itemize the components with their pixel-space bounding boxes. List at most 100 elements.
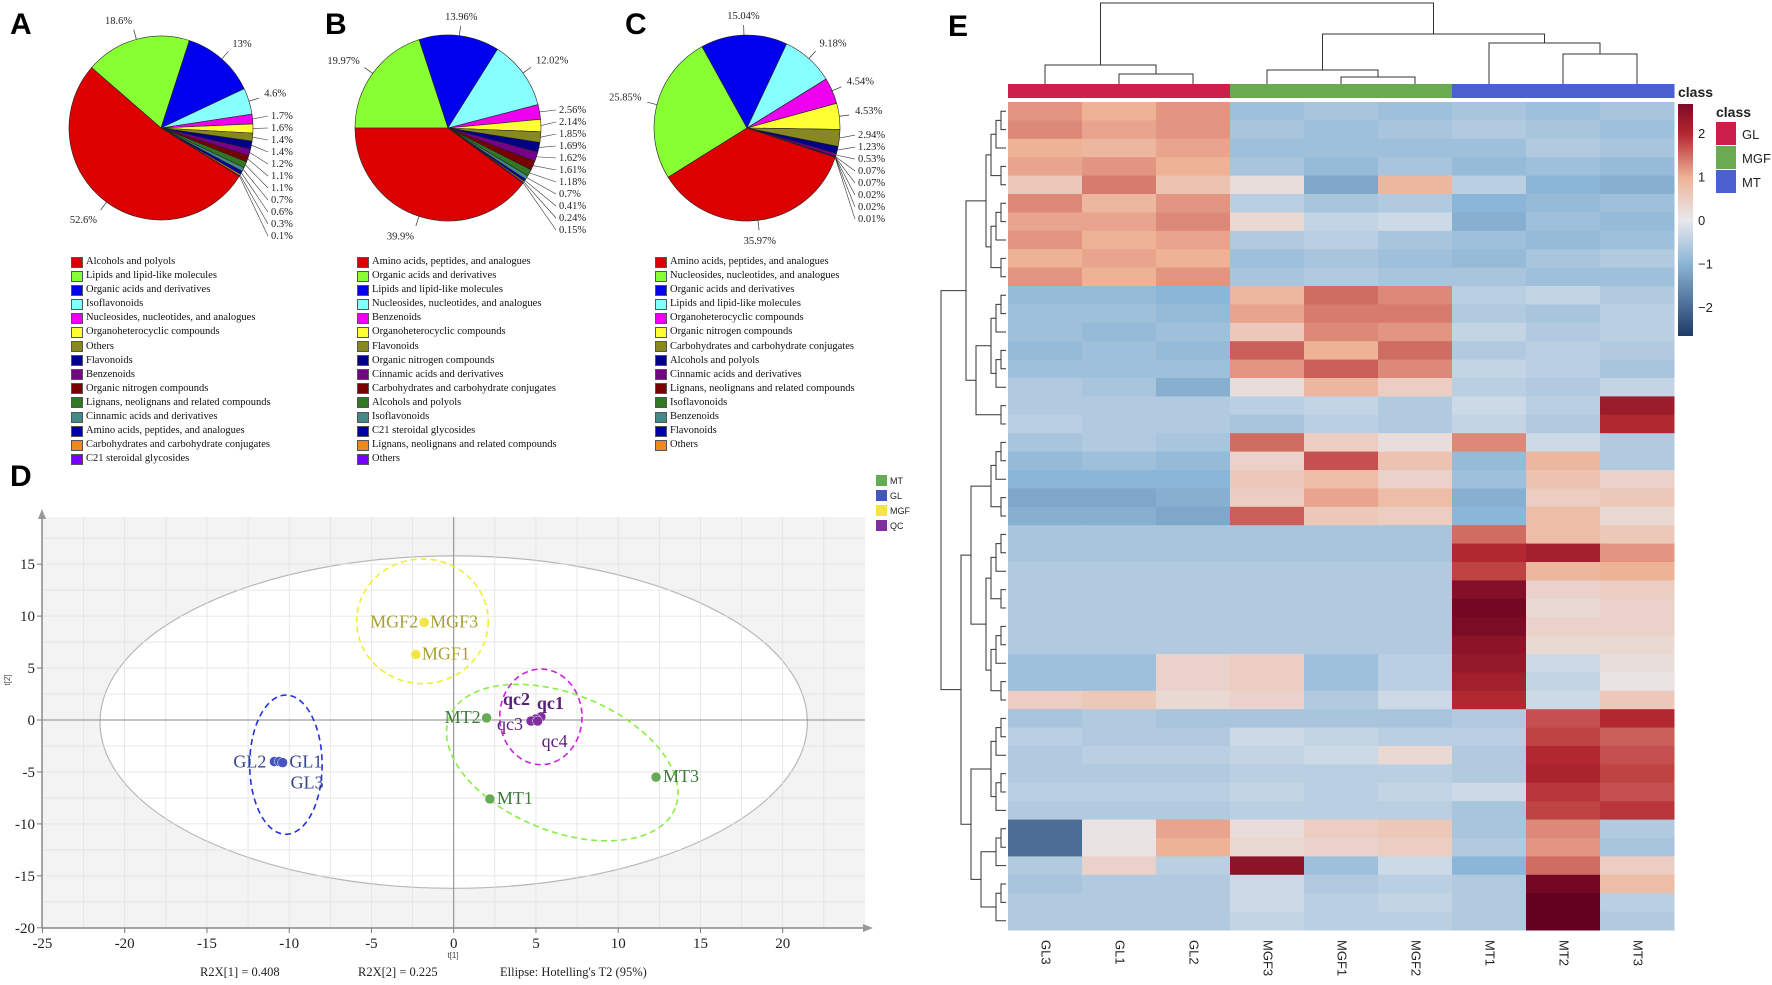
legend-item: Nucleosides, nucleotides, and analogues (357, 297, 557, 311)
pie-leader-line (835, 156, 856, 172)
heatmap-cell (1008, 801, 1083, 821)
legend-label: Nucleosides, nucleotides, and analogues (372, 298, 542, 310)
class-bar-cell (1526, 84, 1601, 98)
pca-score-plot: -25 -20 -15 -10 -5 0 5 10 15 20-20-15-10-5051015t… (3, 509, 873, 979)
legend-swatch (876, 490, 887, 501)
heatmap-cell (1230, 617, 1305, 637)
heatmap-cell (1082, 635, 1157, 655)
heatmap-cell (1082, 911, 1157, 931)
legend-item: Others (655, 438, 855, 452)
pie-c-legend: Amino acids, peptides, and analogues Nucl… (655, 255, 855, 452)
heatmap-cell (1526, 764, 1601, 784)
legend-swatch (71, 270, 83, 282)
pie-value-label: 0.7% (559, 189, 581, 200)
heatmap-cell (1526, 341, 1601, 361)
heatmap-cell (1452, 414, 1527, 434)
heatmap-cell (1378, 322, 1453, 342)
legend-item: Lignans, neolignans and related compound… (357, 438, 557, 452)
legend-label: QC (890, 521, 904, 531)
heatmap-cell (1526, 194, 1601, 213)
score-point-mt1 (484, 793, 496, 805)
heatmap-cell (1526, 286, 1601, 305)
heatmap-cell (1156, 727, 1231, 747)
legend-label: Lipids and lipid-like molecules (670, 298, 801, 310)
pie-leader-line (459, 25, 461, 36)
heatmap-cell (1526, 856, 1601, 876)
heatmap-cell (1082, 359, 1157, 379)
pie-leader-line (536, 156, 557, 159)
panel-label-e: E (948, 10, 969, 43)
legend-label: Alcohols and polyols (86, 256, 176, 267)
dendrogram-branch (1000, 717, 1006, 738)
colorbar-tick-label: 2 (1698, 126, 1705, 141)
heatmap-cell (1600, 322, 1675, 342)
heatmap-cell (1526, 488, 1601, 508)
pie-value-label: 1.85% (559, 129, 586, 140)
legend-item: Benzenoids (655, 410, 855, 424)
heatmap-cell (1230, 506, 1305, 526)
heatmap-cell (1008, 194, 1083, 213)
legend-label: Organic nitrogen compounds (670, 326, 793, 338)
heatmap-cell (1082, 341, 1157, 361)
heatmap-cell (1378, 433, 1453, 453)
heatmap-cell (1008, 709, 1083, 729)
heatmap-cell (1304, 212, 1379, 232)
heatmap-cell (1082, 562, 1157, 581)
heatmap-cell (1008, 212, 1083, 232)
dendrogram-branch (975, 345, 1001, 416)
heatmap-cell (1156, 635, 1231, 655)
heatmap-cell (1526, 690, 1601, 710)
legend-item: Amino acids, peptides, and analogues (357, 255, 557, 269)
pie-b-legend: Amino acids, peptides, and analogues Orga… (357, 255, 557, 466)
pie-value-label: 18.6% (105, 16, 132, 27)
class-legend-label: MGF (1742, 151, 1771, 166)
heatmap-cell (1378, 378, 1453, 397)
legend-swatch (71, 425, 83, 437)
heatmap-cell (1452, 911, 1527, 931)
pie-leader-line (249, 152, 269, 165)
pie-leader-line (808, 50, 816, 59)
heatmap-cell (1526, 304, 1601, 324)
y-tick-label: -20 (15, 921, 35, 937)
heatmap-cell (1008, 120, 1083, 140)
heatmap-cell (1304, 194, 1379, 213)
heatmap-cell (1526, 727, 1601, 747)
pie-leader-line (522, 182, 557, 231)
heatmap-cell (1526, 598, 1601, 618)
dendrogram-branch (980, 851, 996, 908)
group-ellipse-mt (445, 683, 679, 842)
legend-label: Organic acids and derivatives (86, 284, 211, 296)
heatmap-cell (1008, 433, 1083, 453)
y-tick-label: -10 (15, 817, 35, 833)
heatmap-cell (1082, 414, 1157, 434)
heatmap-cell (1008, 746, 1083, 765)
heatmap-cell (1008, 304, 1083, 324)
point-label: qc2 (503, 689, 530, 709)
heatmap-cell (1378, 120, 1453, 140)
heatmap-cell (1378, 230, 1453, 250)
heatmap-cell (1230, 874, 1305, 894)
pie-value-label: 13% (232, 39, 252, 50)
heatmap-cell (1378, 359, 1453, 379)
legend-swatch (655, 284, 667, 296)
heatmap-cell (1452, 727, 1527, 747)
heatmap-cell (1600, 893, 1675, 913)
heatmap-cell (1008, 359, 1083, 379)
column-label: GL2 (1187, 940, 1202, 965)
heatmap-cell (1008, 598, 1083, 618)
x-tick-label: -5 (365, 936, 378, 952)
heatmap-cell (1156, 194, 1231, 213)
pie-value-label: 1.18% (559, 177, 586, 188)
heatmap-cell (1526, 414, 1601, 434)
heatmap-cell (1156, 874, 1231, 894)
legend-swatch (357, 327, 369, 339)
heatmap-cell (1008, 764, 1083, 784)
heatmap-cell (1304, 746, 1379, 765)
heatmap-cell (1082, 580, 1157, 600)
heatmap-cell (1082, 598, 1157, 618)
heatmap-cell (1008, 396, 1083, 416)
heatmap-cell (1304, 138, 1379, 158)
heatmap-cell (1526, 635, 1601, 655)
heatmap-cell (1230, 764, 1305, 784)
